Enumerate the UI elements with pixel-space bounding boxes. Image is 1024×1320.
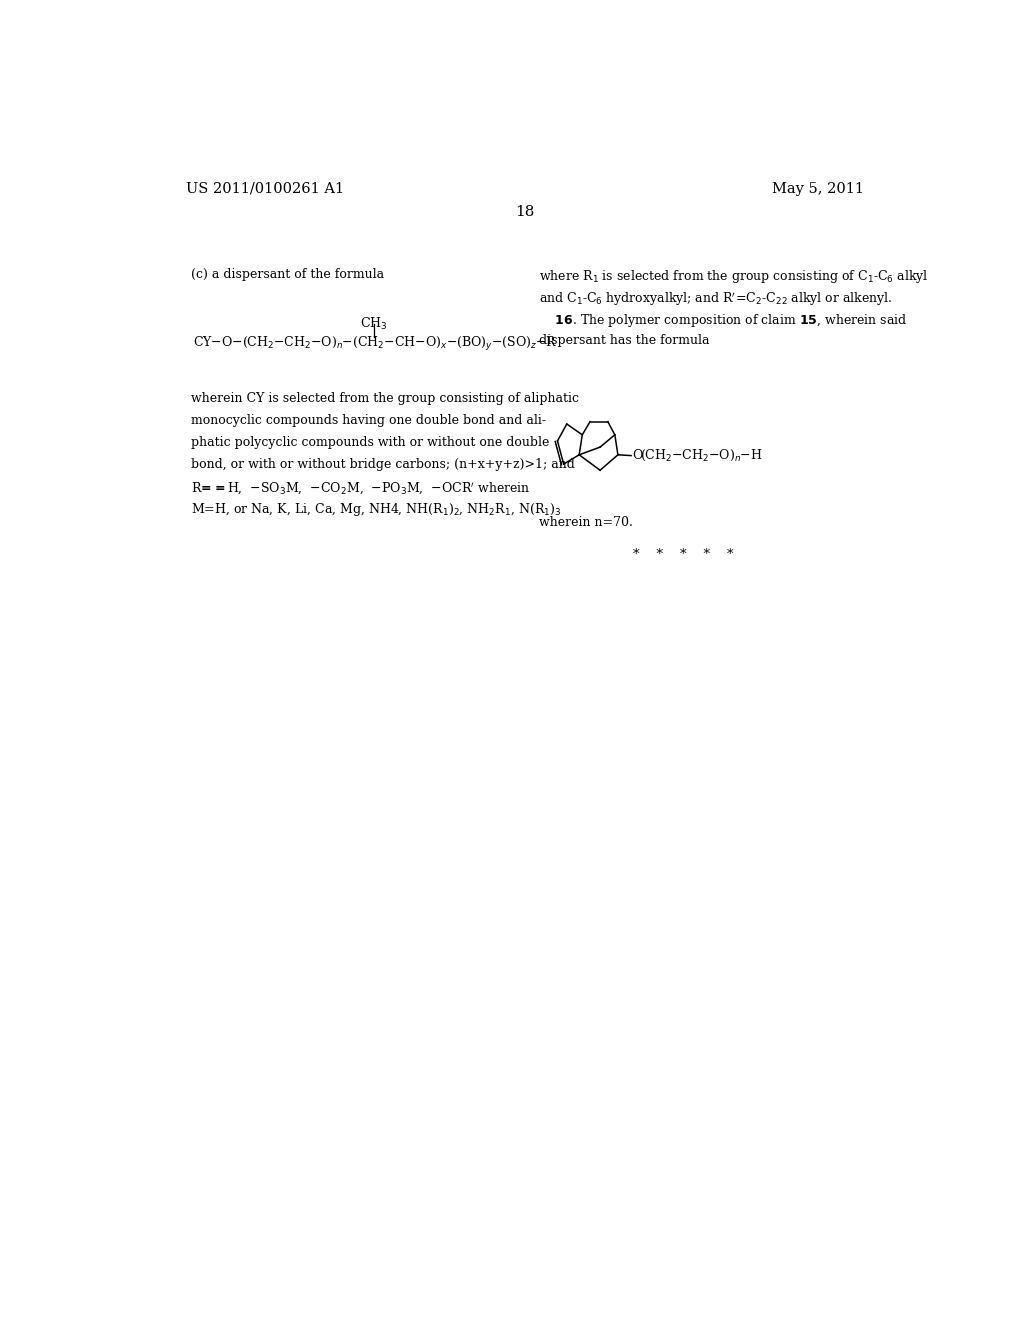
Text: where R$_1$ is selected from the group consisting of C$_1$-C$_6$ alkyl: where R$_1$ is selected from the group c… — [539, 268, 929, 285]
Text: (CH$_2$$-$CH$_2$$-$O)$_n$$-$H: (CH$_2$$-$CH$_2$$-$O)$_n$$-$H — [640, 447, 763, 463]
Text: US 2011/0100261 A1: US 2011/0100261 A1 — [186, 182, 344, 195]
Text: $\mathbf{16}$. The polymer composition of claim $\mathbf{15}$, wherein said: $\mathbf{16}$. The polymer composition o… — [539, 312, 907, 329]
Text: *    *    *    *    *: * * * * * — [633, 548, 734, 561]
Text: dispersant has the formula: dispersant has the formula — [539, 334, 710, 347]
Text: bond, or with or without bridge carbons; (n+x+y+z)>1; and: bond, or with or without bridge carbons;… — [191, 458, 575, 471]
Text: O: O — [632, 449, 642, 462]
Text: wherein n=70.: wherein n=70. — [539, 516, 633, 529]
Text: R$\boldsymbol{\!=\!=}$H,  $-$SO$_3$M,  $-$CO$_2$M,  $-$PO$_3$M,  $-$OCR$'$ where: R$\boldsymbol{\!=\!=}$H, $-$SO$_3$M, $-$… — [191, 479, 531, 495]
Text: M=H, or Na, K, Li, Ca, Mg, NH4, NH(R$_1$)$_2$, NH$_2$R$_1$, N(R$_1$)$_3$: M=H, or Na, K, Li, Ca, Mg, NH4, NH(R$_1$… — [191, 502, 562, 519]
Text: 18: 18 — [515, 206, 535, 219]
Text: monocyclic compounds having one double bond and ali-: monocyclic compounds having one double b… — [191, 414, 547, 428]
Text: CY$-$O$-$(CH$_2$$-$CH$_2$$-$O)$_n$$-$(CH$_2$$-$CH$-$O)$_x$$-$(BO)$_y$$-$(SO)$_z$: CY$-$O$-$(CH$_2$$-$CH$_2$$-$O)$_n$$-$(CH… — [194, 335, 558, 354]
Text: May 5, 2011: May 5, 2011 — [772, 182, 863, 195]
Text: (c) a dispersant of the formula: (c) a dispersant of the formula — [191, 268, 385, 281]
Text: and C$_1$-C$_6$ hydroxyalkyl; and R$'$$\!=\!$C$_2$-C$_{22}$ alkyl or alkenyl.: and C$_1$-C$_6$ hydroxyalkyl; and R$'$$\… — [539, 290, 893, 308]
Text: CH$_3$: CH$_3$ — [360, 315, 388, 333]
Text: wherein CY is selected from the group consisting of aliphatic: wherein CY is selected from the group co… — [191, 392, 580, 405]
Text: phatic polycyclic compounds with or without one double: phatic polycyclic compounds with or with… — [191, 436, 550, 449]
